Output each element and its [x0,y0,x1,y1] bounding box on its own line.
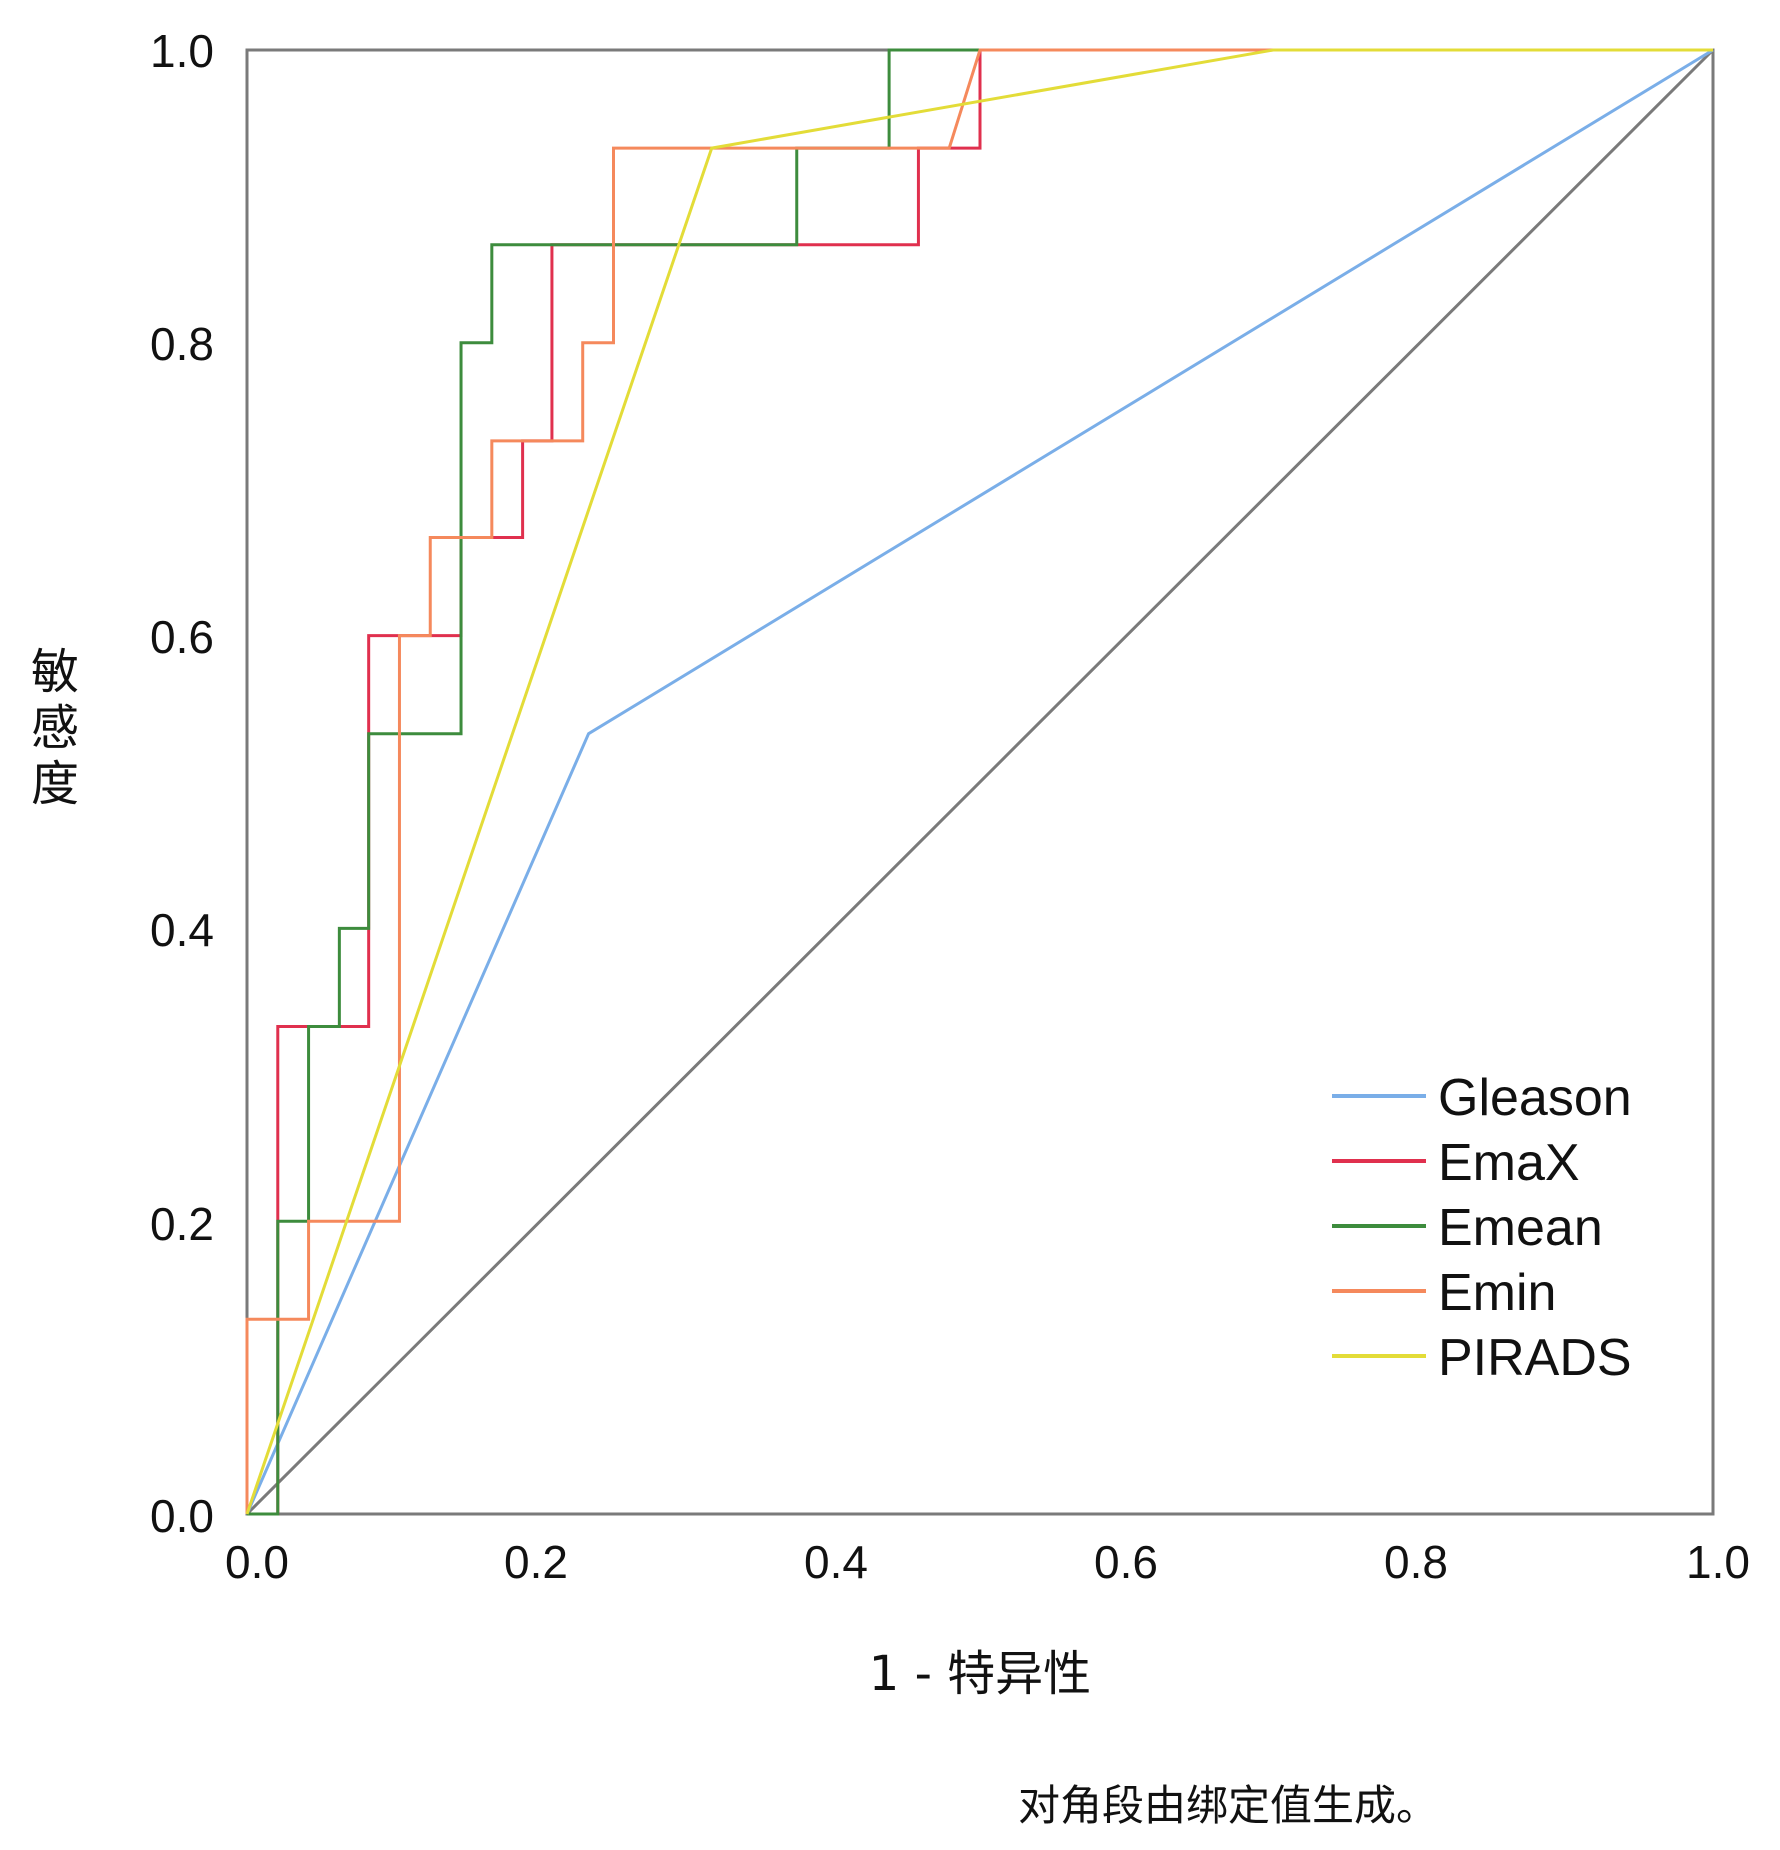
y-tick-label: 0.8 [150,318,214,370]
series-group [245,48,1714,1516]
legend-label: Emin [1438,1264,1556,1322]
legend-item: PIRADS [1332,1329,1632,1387]
legend-label: Gleason [1438,1069,1632,1127]
legend-label: EmaX [1438,1134,1580,1192]
series-line-gleason [245,48,1714,1515]
x-tick-label: 0.8 [1384,1536,1448,1588]
y-tick-label: 0.6 [150,611,214,663]
y-tick-label: 0.4 [150,904,214,956]
footnote: 对角段由绑定值生成。 [1018,1781,1438,1830]
legend-label: Emean [1438,1199,1603,1257]
x-axis-ticks: 0.0 0.2 0.4 0.6 0.8 1.0 [225,1536,1750,1588]
x-tick-label: 0.0 [225,1536,289,1588]
x-tick-label: 0.4 [804,1536,868,1588]
y-tick-label: 1.0 [150,25,214,77]
legend-item: Emean [1332,1199,1603,1257]
legend-item: Gleason [1332,1069,1632,1127]
y-tick-label: 0.0 [150,1490,214,1542]
x-axis-title: 1 - 特异性 [869,1646,1091,1702]
series-line-emin [245,48,1713,1514]
legend-item: Emin [1332,1264,1556,1322]
legend: Gleason EmaX Emean Emin PIRADS [1332,1069,1632,1387]
y-tick-label: 0.2 [150,1198,214,1250]
legend-label: PIRADS [1438,1329,1632,1387]
legend-item: EmaX [1332,1134,1580,1192]
x-tick-label: 0.6 [1094,1536,1158,1588]
reference-diagonal [245,48,1715,1516]
x-tick-label: 0.2 [504,1536,568,1588]
y-axis-ticks: 0.0 0.2 0.4 0.6 0.8 1.0 [150,25,214,1542]
y-axis-title: 敏感度 [22,646,78,814]
series-line-pirads [245,48,1713,1515]
x-tick-label: 1.0 [1686,1536,1750,1588]
